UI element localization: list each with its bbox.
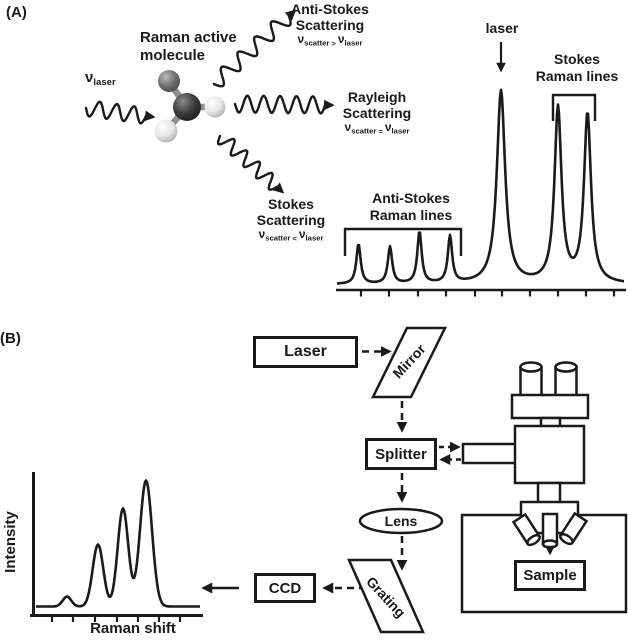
- eyepiece-right-top: [554, 361, 578, 373]
- stokes-scattering-label: Stokes Scattering νscatter < νlaser: [241, 196, 341, 245]
- stokes-relation: νscatter < νlaser: [258, 227, 324, 243]
- molecule-label: Raman active molecule: [140, 29, 237, 64]
- mirror-shape: [370, 326, 448, 399]
- spectrum-a-curve: [336, 88, 625, 285]
- wavy-arrow-rayleigh: [233, 94, 327, 115]
- ccd-box: CCD: [254, 573, 316, 603]
- microscope-arm-tube: [461, 442, 519, 465]
- objective-middle: [541, 512, 559, 549]
- microscope-body: [513, 424, 586, 485]
- laser-box: Laser: [253, 336, 358, 368]
- raman-spectrum-plot: [30, 472, 203, 622]
- wavy-arrow-stokes-head: [272, 182, 285, 194]
- stokes-bracket: [551, 93, 597, 121]
- rayleigh-scattering-label: Rayleigh Scattering νscatter = νlaser: [327, 89, 427, 138]
- lens-label: Lens: [384, 513, 418, 529]
- scattered-spectrum: [336, 42, 626, 297]
- grating-shape: [347, 558, 425, 634]
- spectrum-b-ticks: [50, 615, 182, 622]
- laser-peak-label: laser: [485, 20, 519, 36]
- splitter-box: Splitter: [365, 438, 437, 470]
- wavy-arrow-anti-stokes: [212, 14, 292, 88]
- panel-b-label: (B): [0, 330, 21, 347]
- objective-left: [511, 512, 542, 547]
- lens-shape: [358, 507, 444, 535]
- anti-stokes-relation: νscatter > νlaser: [297, 32, 363, 48]
- beam-path-dashed-arrows: [322, 345, 461, 594]
- stokes-raman-lines-label: Stokes Raman lines: [535, 51, 619, 84]
- atom-center: [173, 93, 201, 121]
- anti-stokes-raman-lines-label: Anti-Stokes Raman lines: [369, 190, 453, 223]
- atom-top: [158, 70, 180, 92]
- panel-a-label: (A): [6, 4, 27, 21]
- wavy-arrow-stokes: [216, 134, 279, 191]
- atom-right: [204, 96, 226, 118]
- atom-bottom-left: [154, 119, 178, 143]
- anti-stokes-scattering-label: Anti-Stokes Scattering νscatter > νlaser: [280, 1, 380, 50]
- incident-frequency-label: νlaser: [85, 69, 116, 89]
- wavy-arrow-anti-stokes-head: [284, 9, 297, 21]
- rayleigh-relation: νscatter = νlaser: [344, 120, 410, 136]
- wavy-arrow-incident-laser-head: [144, 110, 156, 122]
- objective-right: [558, 511, 589, 546]
- raman-active-molecule: [154, 70, 226, 143]
- wavy-scattering-arrows: [84, 9, 335, 194]
- spectrum-b-curve: [35, 479, 201, 608]
- eyepiece-left-top: [519, 361, 543, 373]
- intensity-axis-label: Intensity: [2, 511, 19, 573]
- microscope-head: [510, 393, 590, 420]
- spectrum-a-ticks: [359, 290, 616, 297]
- anti-stokes-bracket: [343, 227, 463, 256]
- nosepiece-neck: [536, 481, 562, 505]
- raman-shift-axis-label: Raman shift: [90, 620, 176, 637]
- sample-box: Sample: [514, 560, 586, 591]
- wavy-arrow-incident-laser: [84, 100, 148, 125]
